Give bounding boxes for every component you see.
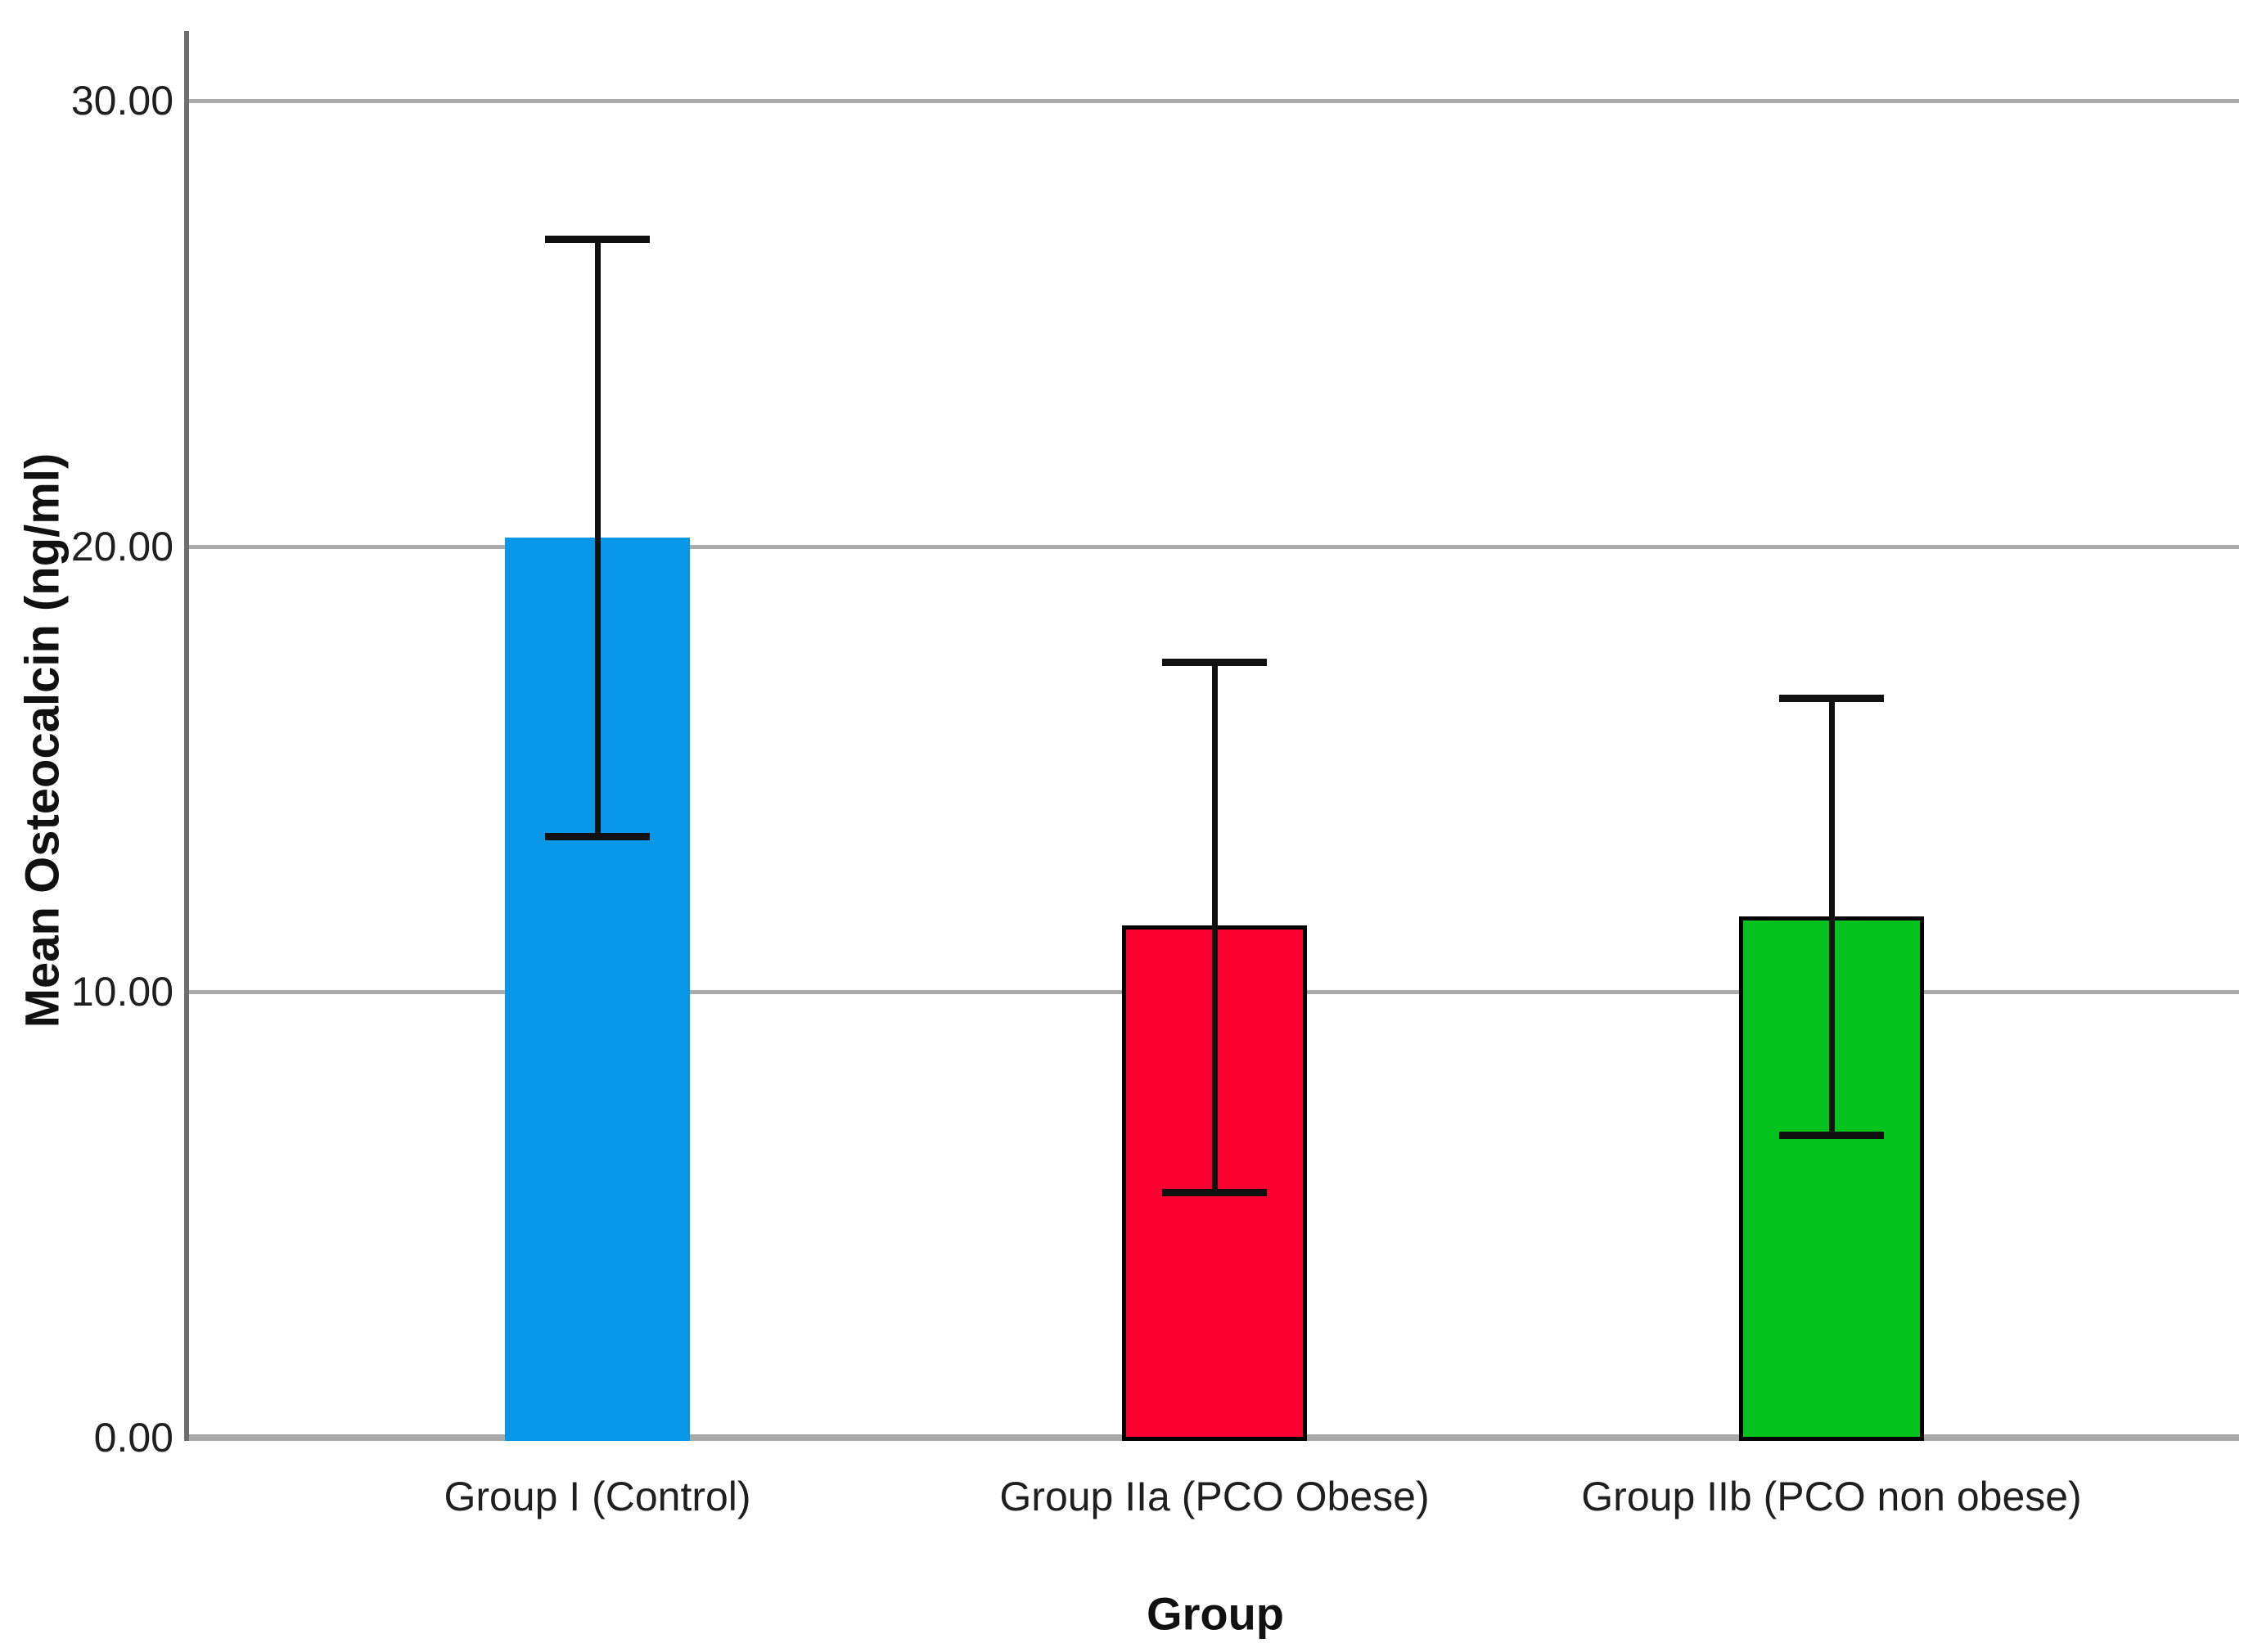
error-bar-cap-top-1 — [545, 236, 650, 243]
error-bar-stem-3 — [1829, 698, 1835, 1135]
y-tick-label-20: 20.00 — [70, 524, 173, 569]
y-tick-label-10: 10.00 — [70, 969, 173, 1015]
error-bar-cap-bottom-2 — [1162, 1189, 1267, 1196]
gridline-30 — [187, 99, 2239, 103]
gridline-20 — [187, 545, 2239, 549]
error-bar-cap-top-2 — [1162, 659, 1267, 666]
x-tick-label-2: Group IIa (PCO Obese) — [999, 1474, 1430, 1519]
x-tick-label-3: Group IIb (PCO non obese) — [1581, 1474, 2082, 1519]
y-axis-line — [184, 31, 189, 1441]
x-axis-title: Group — [1147, 1587, 1284, 1640]
error-bar-stem-2 — [1212, 662, 1218, 1192]
error-bar-cap-bottom-3 — [1779, 1132, 1884, 1139]
y-tick-label-30: 30.00 — [70, 78, 173, 124]
x-tick-label-1: Group I (Control) — [444, 1474, 751, 1519]
error-bar-cap-bottom-1 — [545, 833, 650, 840]
y-tick-label-0: 0.00 — [93, 1415, 173, 1461]
error-bar-stem-1 — [595, 239, 601, 836]
error-bar-cap-top-3 — [1779, 695, 1884, 702]
